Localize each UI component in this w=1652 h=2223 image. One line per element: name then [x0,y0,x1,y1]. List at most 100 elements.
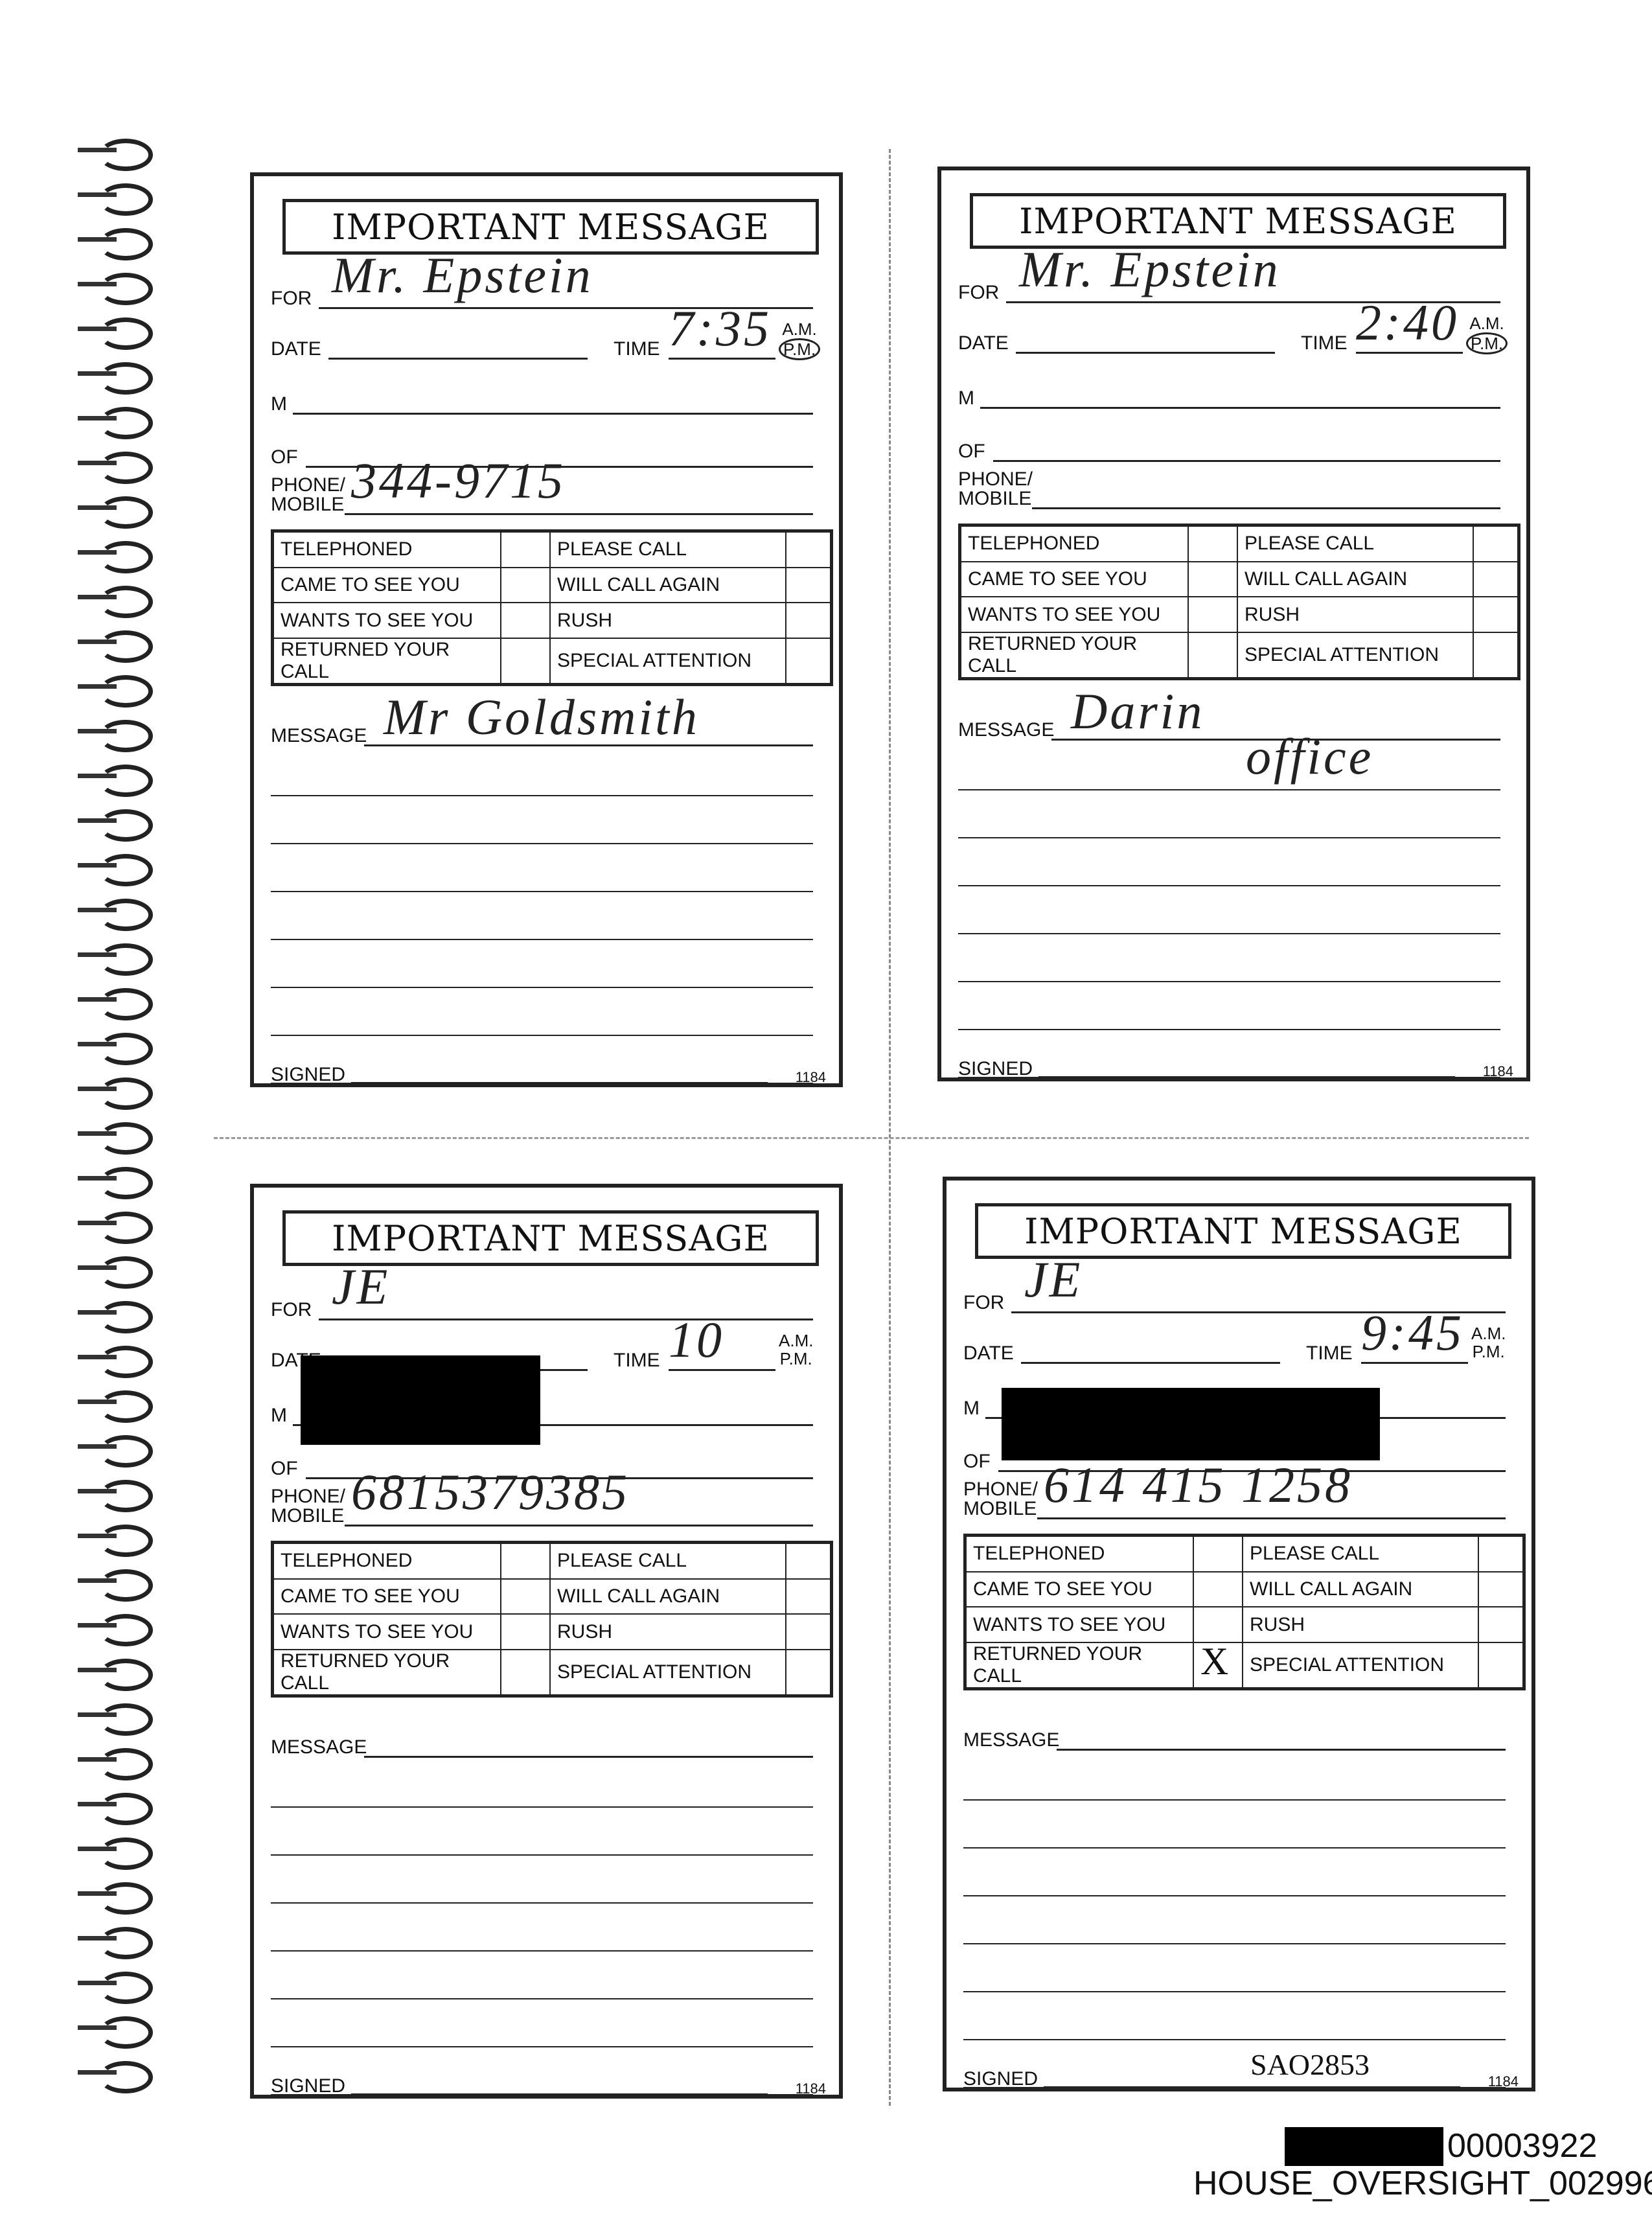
message-line [963,1847,1506,1849]
message-slip: IMPORTANT MESSAGE FOR JE DATE TIME 9:45 A.M. P.… [943,1177,1535,2091]
checkbox[interactable] [786,1615,830,1650]
checkbox[interactable] [501,1615,551,1650]
spiral-coil [73,2058,153,2093]
spiral-coil [73,1477,153,1512]
checkbox[interactable] [501,639,551,683]
checkbox[interactable] [1479,1572,1522,1608]
spiral-coil [73,628,153,663]
spiral-coil [73,673,153,708]
message-slip: IMPORTANT MESSAGE FOR JE DATE TIME 10 A.M. P.M.… [250,1184,843,2099]
checkbox-label: PLEASE CALL [1243,1537,1479,1572]
checkbox-label: RUSH [551,603,786,639]
checkbox[interactable]: X [1194,1640,1243,1687]
checkbox[interactable] [1474,527,1517,562]
spiral-coil [73,1701,153,1736]
checkbox[interactable] [1474,633,1517,677]
checkbox-label: WILL CALL AGAIN [551,1579,786,1615]
message-line [1057,1749,1506,1751]
pm-label: P.M. [1472,1342,1505,1361]
checkbox-label: CAME TO SEE YOU [274,568,501,604]
spiral-coil [73,225,153,260]
phone-label: PHONE/ [271,474,346,496]
m-line [293,1424,813,1426]
checkbox[interactable] [1474,597,1517,633]
checkbox[interactable] [1194,1572,1243,1608]
checkbox[interactable] [501,1579,551,1615]
phone-line [345,513,813,515]
checkbox[interactable] [501,568,551,604]
checkbox[interactable] [1479,1537,1522,1572]
checkbox[interactable] [1479,1607,1522,1643]
spiral-coil [73,494,153,529]
checkbox-label: RETURNED YOUR CALL [961,633,1189,677]
checkbox[interactable] [1189,597,1238,633]
phone-line [345,1525,813,1526]
checkbox[interactable] [786,1580,830,1615]
checkbox-label: WANTS TO SEE YOU [967,1607,1194,1643]
checkbox-label: CAME TO SEE YOU [274,1579,501,1615]
for-value: JE [1024,1251,1083,1307]
message-line [963,1943,1506,1944]
form-title: IMPORTANT MESSAGE [975,1203,1511,1259]
checkbox[interactable] [786,533,830,568]
m-line [980,407,1500,409]
spiral-coil [73,404,153,439]
checkbox[interactable] [1194,1607,1243,1643]
signed-line [351,1082,768,1084]
checkbox[interactable] [1189,562,1238,598]
date-line [1021,1362,1280,1364]
checkbox-label: SPECIAL ATTENTION [1238,633,1474,677]
am-pm-selector: A.M. P.M. [779,320,821,360]
time-value: 2:40 [1356,294,1459,351]
checkbox[interactable] [1189,527,1238,562]
time-line [1361,1362,1468,1364]
checkbox[interactable] [1189,633,1238,677]
for-label: FOR [963,1292,1005,1313]
message-label: MESSAGE [958,719,1055,741]
bates-id: HOUSE_OVERSIGHT_002996 [1193,2165,1652,2202]
m-label: M [271,1405,287,1426]
for-line [319,307,813,309]
am-label: A.M. [1469,314,1504,333]
am-pm-selector: A.M. P.M. [1466,314,1508,354]
of-label: OF [963,1451,991,1472]
checkbox[interactable] [501,533,551,568]
spiral-coil [73,1164,153,1199]
checkbox-label: CAME TO SEE YOU [967,1572,1194,1608]
checkbox[interactable] [1194,1537,1243,1572]
message-line [963,1991,1506,1992]
checkmark-x: X [1200,1640,1229,1683]
checkbox[interactable] [786,639,830,683]
checkbox[interactable] [1474,562,1517,598]
message-line [958,981,1500,982]
message-line [963,1895,1506,1896]
date-label: DATE [271,338,321,360]
spiral-coil [73,1745,153,1780]
checkbox[interactable] [1479,1643,1522,1687]
date-line [328,358,588,360]
spiral-coil [73,1254,153,1289]
checkbox-label: SPECIAL ATTENTION [1243,1643,1479,1687]
checkbox[interactable] [501,1544,551,1580]
message-line [271,2046,813,2047]
of-line [998,1470,1506,1472]
checkbox[interactable] [786,568,830,604]
spiral-coil [73,1433,153,1468]
message-line [271,843,813,844]
spiral-coil [73,1835,153,1870]
for-label: FOR [958,282,1000,303]
signed-label: SIGNED [963,2068,1038,2090]
checkbox[interactable] [786,1650,830,1694]
checkbox-label: SPECIAL ATTENTION [551,639,786,683]
signed-line [1044,2086,1460,2088]
phone-label: PHONE/ [271,1486,346,1507]
checkbox-grid: TELEPHONED PLEASE CALL CAME TO SEE YOU WILL… [958,524,1520,680]
checkbox[interactable] [786,1544,830,1580]
of-label: OF [271,1458,298,1479]
am-pm-selector: A.M. P.M. [779,1331,813,1368]
message-line [271,795,813,796]
checkbox[interactable] [501,603,551,639]
time-value: 7:35 [669,300,772,356]
checkbox[interactable] [501,1650,551,1694]
checkbox[interactable] [786,603,830,639]
